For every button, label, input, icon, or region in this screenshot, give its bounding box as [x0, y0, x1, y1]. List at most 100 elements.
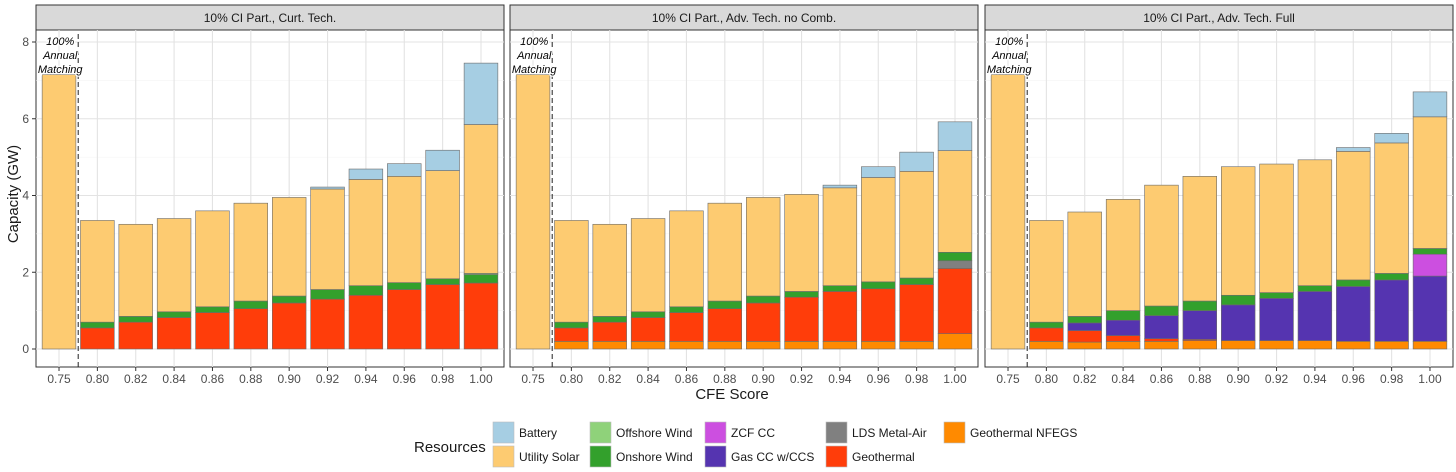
x-axis-ticks: 0.75 0.80 0.82 0.84 0.86 0.88 0.90 0.92 0.94 0.96… — [996, 367, 1442, 386]
panel-title: 10% CI Part., Adv. Tech. Full — [1143, 11, 1295, 25]
bar-segment-gas-cc-w-ccs — [1144, 315, 1179, 339]
y-tick-label: 6 — [22, 112, 29, 126]
bar-segment-geothermal — [1067, 330, 1102, 343]
legend-swatch — [492, 421, 515, 444]
annotation-line: 100% — [520, 36, 548, 48]
bar-segment-utility-solar — [348, 179, 384, 286]
bar-segment-onshore-wind — [1221, 294, 1256, 306]
bar-segment-utility-solar — [630, 218, 666, 313]
legend-swatch — [704, 445, 727, 468]
bar-segment-geothermal-nfegs — [1259, 340, 1294, 350]
x-tick-label: 0.75 — [996, 372, 1020, 386]
annotation-line: Matching — [987, 64, 1033, 76]
bar-segment-geothermal — [669, 312, 704, 342]
legend-swatch — [704, 421, 727, 444]
x-tick-label: 0.98 — [431, 372, 455, 386]
bar-segment-utility-solar — [156, 218, 192, 313]
bar-segment-utility-solar — [387, 176, 422, 283]
y-axis-label: Capacity (GW) — [5, 145, 22, 243]
bar-segment-geothermal-nfegs — [1144, 341, 1179, 350]
panel-title: 10% CI Part., Curt. Tech. — [204, 11, 337, 25]
annotation-line: Annual — [991, 50, 1027, 62]
bar-segment-onshore-wind — [861, 281, 896, 290]
bar-segment-utility-solar — [899, 171, 934, 279]
legend-swatch — [825, 445, 848, 468]
legend-item-lds-metal-air: LDS Metal-Air — [825, 421, 927, 444]
bar-segment-battery — [1412, 91, 1448, 118]
bar-segment-utility-solar — [1221, 166, 1256, 296]
legend-swatch — [825, 421, 848, 444]
bar-segment-battery — [937, 121, 973, 151]
bar-segment-onshore-wind — [387, 282, 422, 290]
bar-segment-utility-solar — [990, 74, 1026, 350]
panels-layer: 10% CI Part., Curt. Tech. 100% Annual Match… — [35, 4, 1454, 386]
bar-segment-utility-solar — [746, 197, 781, 297]
x-tick-label: 0.82 — [1073, 372, 1097, 386]
bar-segment-battery — [425, 149, 460, 171]
bar-segment-utility-solar — [554, 220, 589, 323]
legend-label: Battery — [519, 426, 557, 440]
bar-segment-onshore-wind — [156, 311, 192, 318]
x-tick-label: 0.94 — [354, 372, 378, 386]
bar-segment-geothermal-nfegs — [1105, 341, 1141, 350]
bar-segment-onshore-wind — [348, 285, 384, 296]
bar-segment-gas-cc-w-ccs — [1221, 304, 1256, 341]
legend-item-zcf-cc: ZCF CC — [704, 421, 775, 444]
bar-segment-geothermal-nfegs — [1067, 341, 1102, 350]
bar-segment-gas-cc-w-ccs — [1259, 298, 1294, 341]
bar-segment-geothermal-nfegs — [1336, 341, 1371, 350]
bar-segment-geothermal — [463, 282, 499, 350]
legend-item-geothermal: Geothermal — [825, 445, 915, 468]
x-tick-label: 0.88 — [713, 372, 737, 386]
legend-label: Gas CC w/CCS — [731, 450, 814, 464]
legend-item-gas-cc-w-ccs: Gas CC w/CCS — [704, 445, 814, 468]
panel-3: 10% CI Part., Adv. Tech. Full 100% Annual M… — [984, 4, 1454, 386]
bar-segment-battery — [463, 62, 499, 125]
legend-label: ZCF CC — [731, 426, 775, 440]
legend-item-onshore-wind: Onshore Wind — [589, 445, 693, 468]
legend-label: Onshore Wind — [616, 450, 693, 464]
bar-segment-onshore-wind — [80, 321, 115, 329]
x-tick-label: 0.75 — [521, 372, 545, 386]
annotation-line: Matching — [512, 64, 558, 76]
bar-segment-onshore-wind — [463, 274, 499, 284]
bar-segment-battery — [861, 166, 896, 178]
y-axis-ticks: 0 2 4 6 8 — [22, 35, 36, 356]
bar-segment-geothermal — [1144, 338, 1179, 342]
bar-segment-onshore-wind — [899, 277, 934, 285]
bar-segment-battery — [1336, 147, 1371, 152]
bar-segment-geothermal-nfegs — [937, 333, 973, 350]
legend-label: Geothermal — [852, 450, 915, 464]
bar-segment-onshore-wind — [822, 285, 858, 292]
bar-segment-battery — [387, 163, 422, 177]
bar-segment-geothermal — [387, 289, 422, 350]
bar-segment-geothermal-nfegs — [822, 341, 858, 350]
bar-segment-utility-solar — [195, 210, 230, 308]
y-tick-label: 8 — [22, 35, 29, 49]
bar-segment-onshore-wind — [1259, 292, 1294, 299]
panel-strip — [509, 4, 979, 31]
bar-segment-utility-solar — [118, 223, 153, 317]
bar-segment-utility-solar — [233, 202, 268, 302]
panel-title: 10% CI Part., Adv. Tech. no Comb. — [652, 11, 836, 25]
x-tick-label: 0.90 — [752, 372, 776, 386]
bar-segment-onshore-wind — [554, 321, 589, 329]
panel-1: 10% CI Part., Curt. Tech. 100% Annual Match… — [35, 4, 505, 386]
bar-segment-geothermal — [630, 317, 666, 342]
x-tick-label: 1.00 — [1418, 372, 1442, 386]
bar-segment-onshore-wind — [1336, 279, 1371, 287]
bar-segment-onshore-wind — [425, 278, 460, 285]
x-tick-label: 0.92 — [1265, 372, 1289, 386]
bar-segment-geothermal-nfegs — [707, 341, 742, 350]
bar-segment-onshore-wind — [1297, 285, 1333, 292]
legend-swatch — [589, 421, 612, 444]
y-tick-label: 2 — [22, 265, 29, 279]
bar-segment-geothermal — [348, 294, 384, 350]
x-tick-label: 0.84 — [636, 372, 660, 386]
annotation-line: Matching — [38, 64, 84, 76]
annotation-line: 100% — [995, 36, 1023, 48]
legend-label: LDS Metal-Air — [852, 426, 927, 440]
bar-segment-lds-metal-air — [937, 260, 973, 269]
bar-segment-utility-solar — [592, 223, 627, 317]
bar-segment-battery — [310, 186, 345, 190]
